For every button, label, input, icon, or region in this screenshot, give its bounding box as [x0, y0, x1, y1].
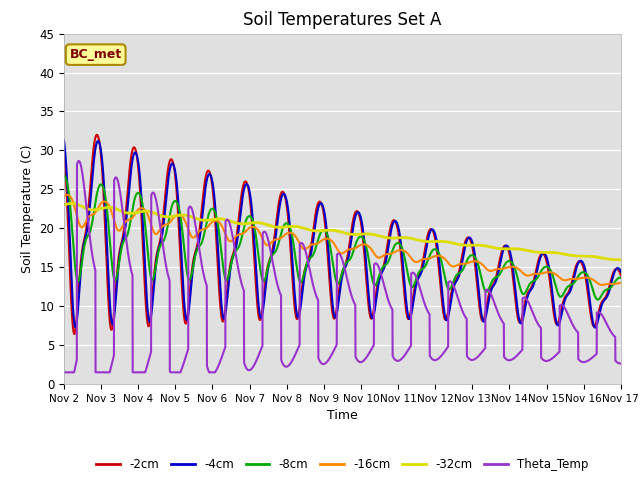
Line: -16cm: -16cm — [64, 195, 621, 285]
-32cm — [606, 256, 614, 262]
-4cm — [124, 205, 131, 211]
-16cm — [298, 244, 306, 250]
Line: -32cm: -32cm — [64, 204, 621, 260]
Theta_Temp — [124, 248, 132, 254]
-16cm — [157, 226, 164, 231]
Line: -2cm: -2cm — [64, 135, 621, 334]
-2cm — [617, 273, 625, 278]
-16cm — [274, 236, 282, 242]
-16cm — [60, 194, 68, 200]
-4cm — [617, 269, 625, 275]
-16cm — [546, 269, 554, 275]
-4cm — [298, 296, 305, 301]
X-axis label: Time: Time — [327, 409, 358, 422]
-8cm — [157, 242, 164, 248]
Text: BC_met: BC_met — [70, 48, 122, 61]
-2cm — [547, 281, 554, 287]
Theta_Temp — [75, 158, 83, 164]
-32cm — [617, 257, 625, 263]
-2cm — [70, 331, 78, 337]
Theta_Temp — [606, 327, 614, 333]
-2cm — [274, 206, 282, 212]
-32cm — [157, 213, 164, 218]
-4cm — [546, 270, 554, 276]
-2cm — [60, 143, 68, 148]
Theta_Temp — [298, 240, 306, 246]
-2cm — [606, 280, 614, 286]
-16cm — [63, 192, 71, 198]
-2cm — [298, 285, 306, 290]
-8cm — [274, 244, 282, 250]
Theta_Temp — [546, 357, 554, 363]
-32cm — [546, 250, 554, 255]
-4cm — [60, 138, 68, 144]
Title: Soil Temperatures Set A: Soil Temperatures Set A — [243, 11, 442, 29]
-8cm — [298, 278, 305, 284]
Theta_Temp — [617, 360, 625, 366]
-32cm — [124, 210, 132, 216]
-16cm — [124, 217, 132, 223]
-8cm — [546, 266, 554, 272]
-8cm — [617, 275, 625, 281]
Theta_Temp — [60, 370, 68, 375]
-4cm — [157, 240, 164, 246]
Theta_Temp — [157, 228, 164, 233]
-16cm — [606, 281, 614, 287]
-2cm — [157, 233, 164, 239]
Theta_Temp — [274, 283, 282, 288]
-2cm — [93, 132, 100, 138]
Line: Theta_Temp: Theta_Temp — [64, 161, 621, 372]
-32cm — [274, 225, 282, 230]
-32cm — [60, 202, 68, 208]
-16cm — [617, 280, 625, 286]
-4cm — [591, 325, 599, 331]
-16cm — [598, 282, 606, 288]
Legend: -2cm, -4cm, -8cm, -16cm, -32cm, Theta_Temp: -2cm, -4cm, -8cm, -16cm, -32cm, Theta_Te… — [92, 453, 593, 475]
-8cm — [60, 173, 68, 179]
-2cm — [124, 186, 132, 192]
Line: -4cm: -4cm — [64, 141, 621, 328]
-32cm — [68, 201, 76, 206]
-8cm — [606, 285, 614, 291]
-8cm — [124, 232, 131, 238]
Y-axis label: Soil Temperature (C): Soil Temperature (C) — [21, 144, 34, 273]
-4cm — [274, 219, 282, 225]
-4cm — [606, 285, 614, 291]
Line: -8cm: -8cm — [64, 176, 621, 300]
-8cm — [594, 297, 602, 302]
-32cm — [298, 225, 306, 230]
